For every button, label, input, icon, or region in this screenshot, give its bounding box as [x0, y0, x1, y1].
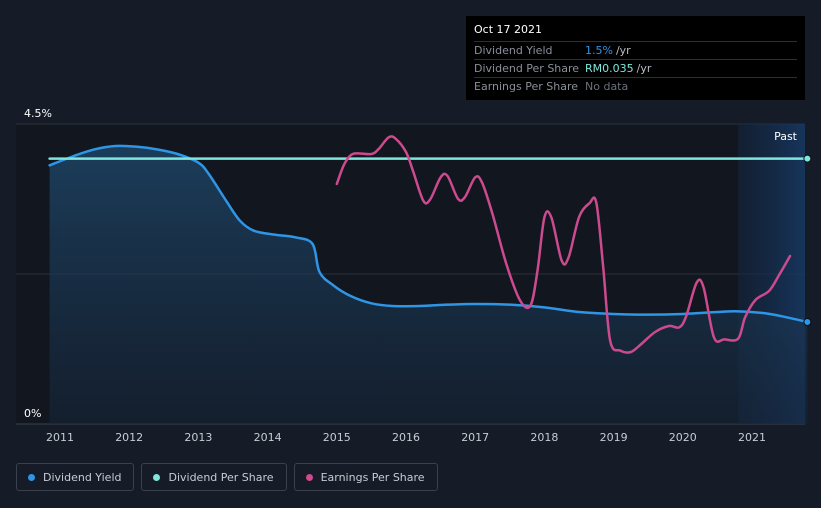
- tooltip-value: No data: [585, 80, 629, 93]
- x-tick-label: 2021: [738, 431, 766, 444]
- legend-dot-icon: [153, 473, 161, 481]
- tooltip-row-dividend-per-share: Dividend Per Share RM0.035 /yr: [474, 59, 797, 77]
- tooltip-row-earnings-per-share: Earnings Per Share No data: [474, 77, 797, 95]
- tooltip-unit: /yr: [615, 44, 631, 57]
- legend-item-dividend-per-share[interactable]: Dividend Per Share: [141, 463, 287, 491]
- legend-item-dividend-yield[interactable]: Dividend Yield: [16, 463, 135, 491]
- x-axis: 2011 2012 2013 2014 2015 2016 2017 2018 2019 2020…: [46, 431, 766, 444]
- series-line-earnings-per-share: [335, 135, 792, 354]
- legend-item-earnings-per-share[interactable]: Earnings Per Share: [293, 463, 438, 491]
- tooltip-label: Earnings Per Share: [474, 80, 579, 93]
- tooltip-row-dividend-yield: Dividend Yield 1.5% /yr: [474, 41, 797, 59]
- x-tick-label: 2013: [184, 431, 212, 444]
- series-layer: [48, 135, 812, 424]
- tooltip-value: 1.5%: [585, 44, 613, 57]
- legend-label: Dividend Yield: [43, 470, 122, 484]
- tooltip: Oct 17 2021 Dividend Yield 1.5% /yr Divi…: [466, 16, 805, 100]
- x-tick-label: 2019: [600, 431, 628, 444]
- legend-dot-icon: [305, 473, 313, 481]
- tooltip-date: Oct 17 2021: [474, 23, 543, 36]
- y-axis: 4.5% 0%: [24, 107, 52, 420]
- y-tick-label: 4.5%: [24, 107, 52, 120]
- end-marker-dividend-per-share: [803, 154, 812, 163]
- legend-dot-icon: [28, 473, 35, 481]
- x-tick-label: 2012: [115, 431, 143, 444]
- series-area-dividend-yield: [49, 145, 808, 424]
- x-tick-label: 2011: [46, 431, 74, 444]
- x-tick-label: 2017: [461, 431, 489, 444]
- tooltip-label: Dividend Per Share: [474, 62, 580, 75]
- x-tick-label: 2015: [323, 431, 351, 444]
- legend-label: Earnings Per Share: [320, 470, 425, 484]
- end-marker-dividend-yield: [803, 318, 812, 326]
- legend: Dividend Yield Dividend Per Share Earnin…: [16, 463, 438, 491]
- past-label: Past: [774, 130, 798, 143]
- y-tick-label: 0%: [24, 407, 41, 420]
- x-tick-label: 2014: [254, 431, 282, 444]
- tooltip-label: Dividend Yield: [474, 44, 553, 57]
- tooltip-unit: /yr: [636, 62, 652, 75]
- x-tick-label: 2020: [669, 431, 697, 444]
- x-tick-label: 2018: [530, 431, 558, 444]
- tooltip-value: RM0.035: [585, 62, 634, 75]
- legend-label: Dividend Per Share: [168, 470, 274, 484]
- series-line-dividend-yield: [48, 144, 809, 324]
- x-tick-label: 2016: [392, 431, 420, 444]
